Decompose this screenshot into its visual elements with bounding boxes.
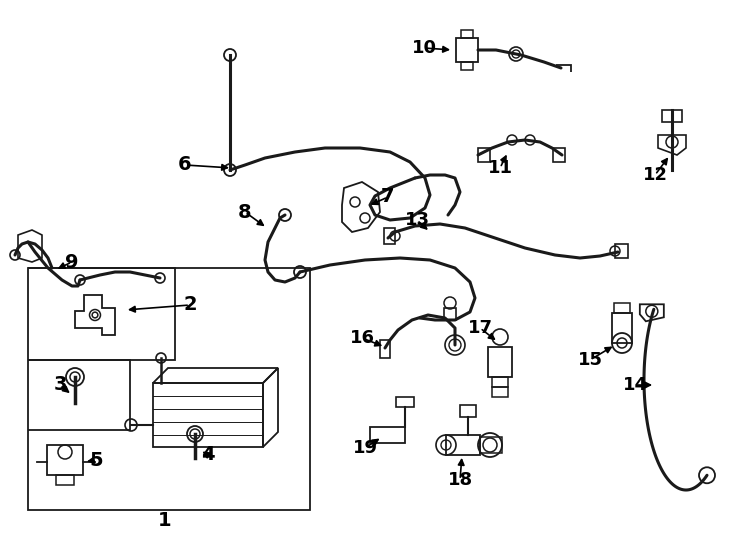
Text: 5: 5 — [90, 450, 103, 469]
Text: 13: 13 — [404, 211, 429, 229]
Text: 9: 9 — [65, 253, 79, 272]
Text: 7: 7 — [381, 187, 395, 206]
Text: 19: 19 — [352, 439, 377, 457]
Text: 2: 2 — [184, 295, 197, 314]
Text: 3: 3 — [54, 375, 67, 395]
Text: 12: 12 — [642, 166, 667, 184]
Text: 6: 6 — [178, 156, 192, 174]
Text: 10: 10 — [412, 39, 437, 57]
Text: 15: 15 — [578, 351, 603, 369]
Text: 1: 1 — [159, 510, 172, 530]
Text: 4: 4 — [201, 446, 215, 464]
Text: 11: 11 — [487, 159, 512, 177]
Text: 14: 14 — [622, 376, 647, 394]
Text: 16: 16 — [349, 329, 374, 347]
Text: 18: 18 — [448, 471, 473, 489]
Text: 17: 17 — [468, 319, 493, 337]
Text: 8: 8 — [239, 202, 252, 221]
